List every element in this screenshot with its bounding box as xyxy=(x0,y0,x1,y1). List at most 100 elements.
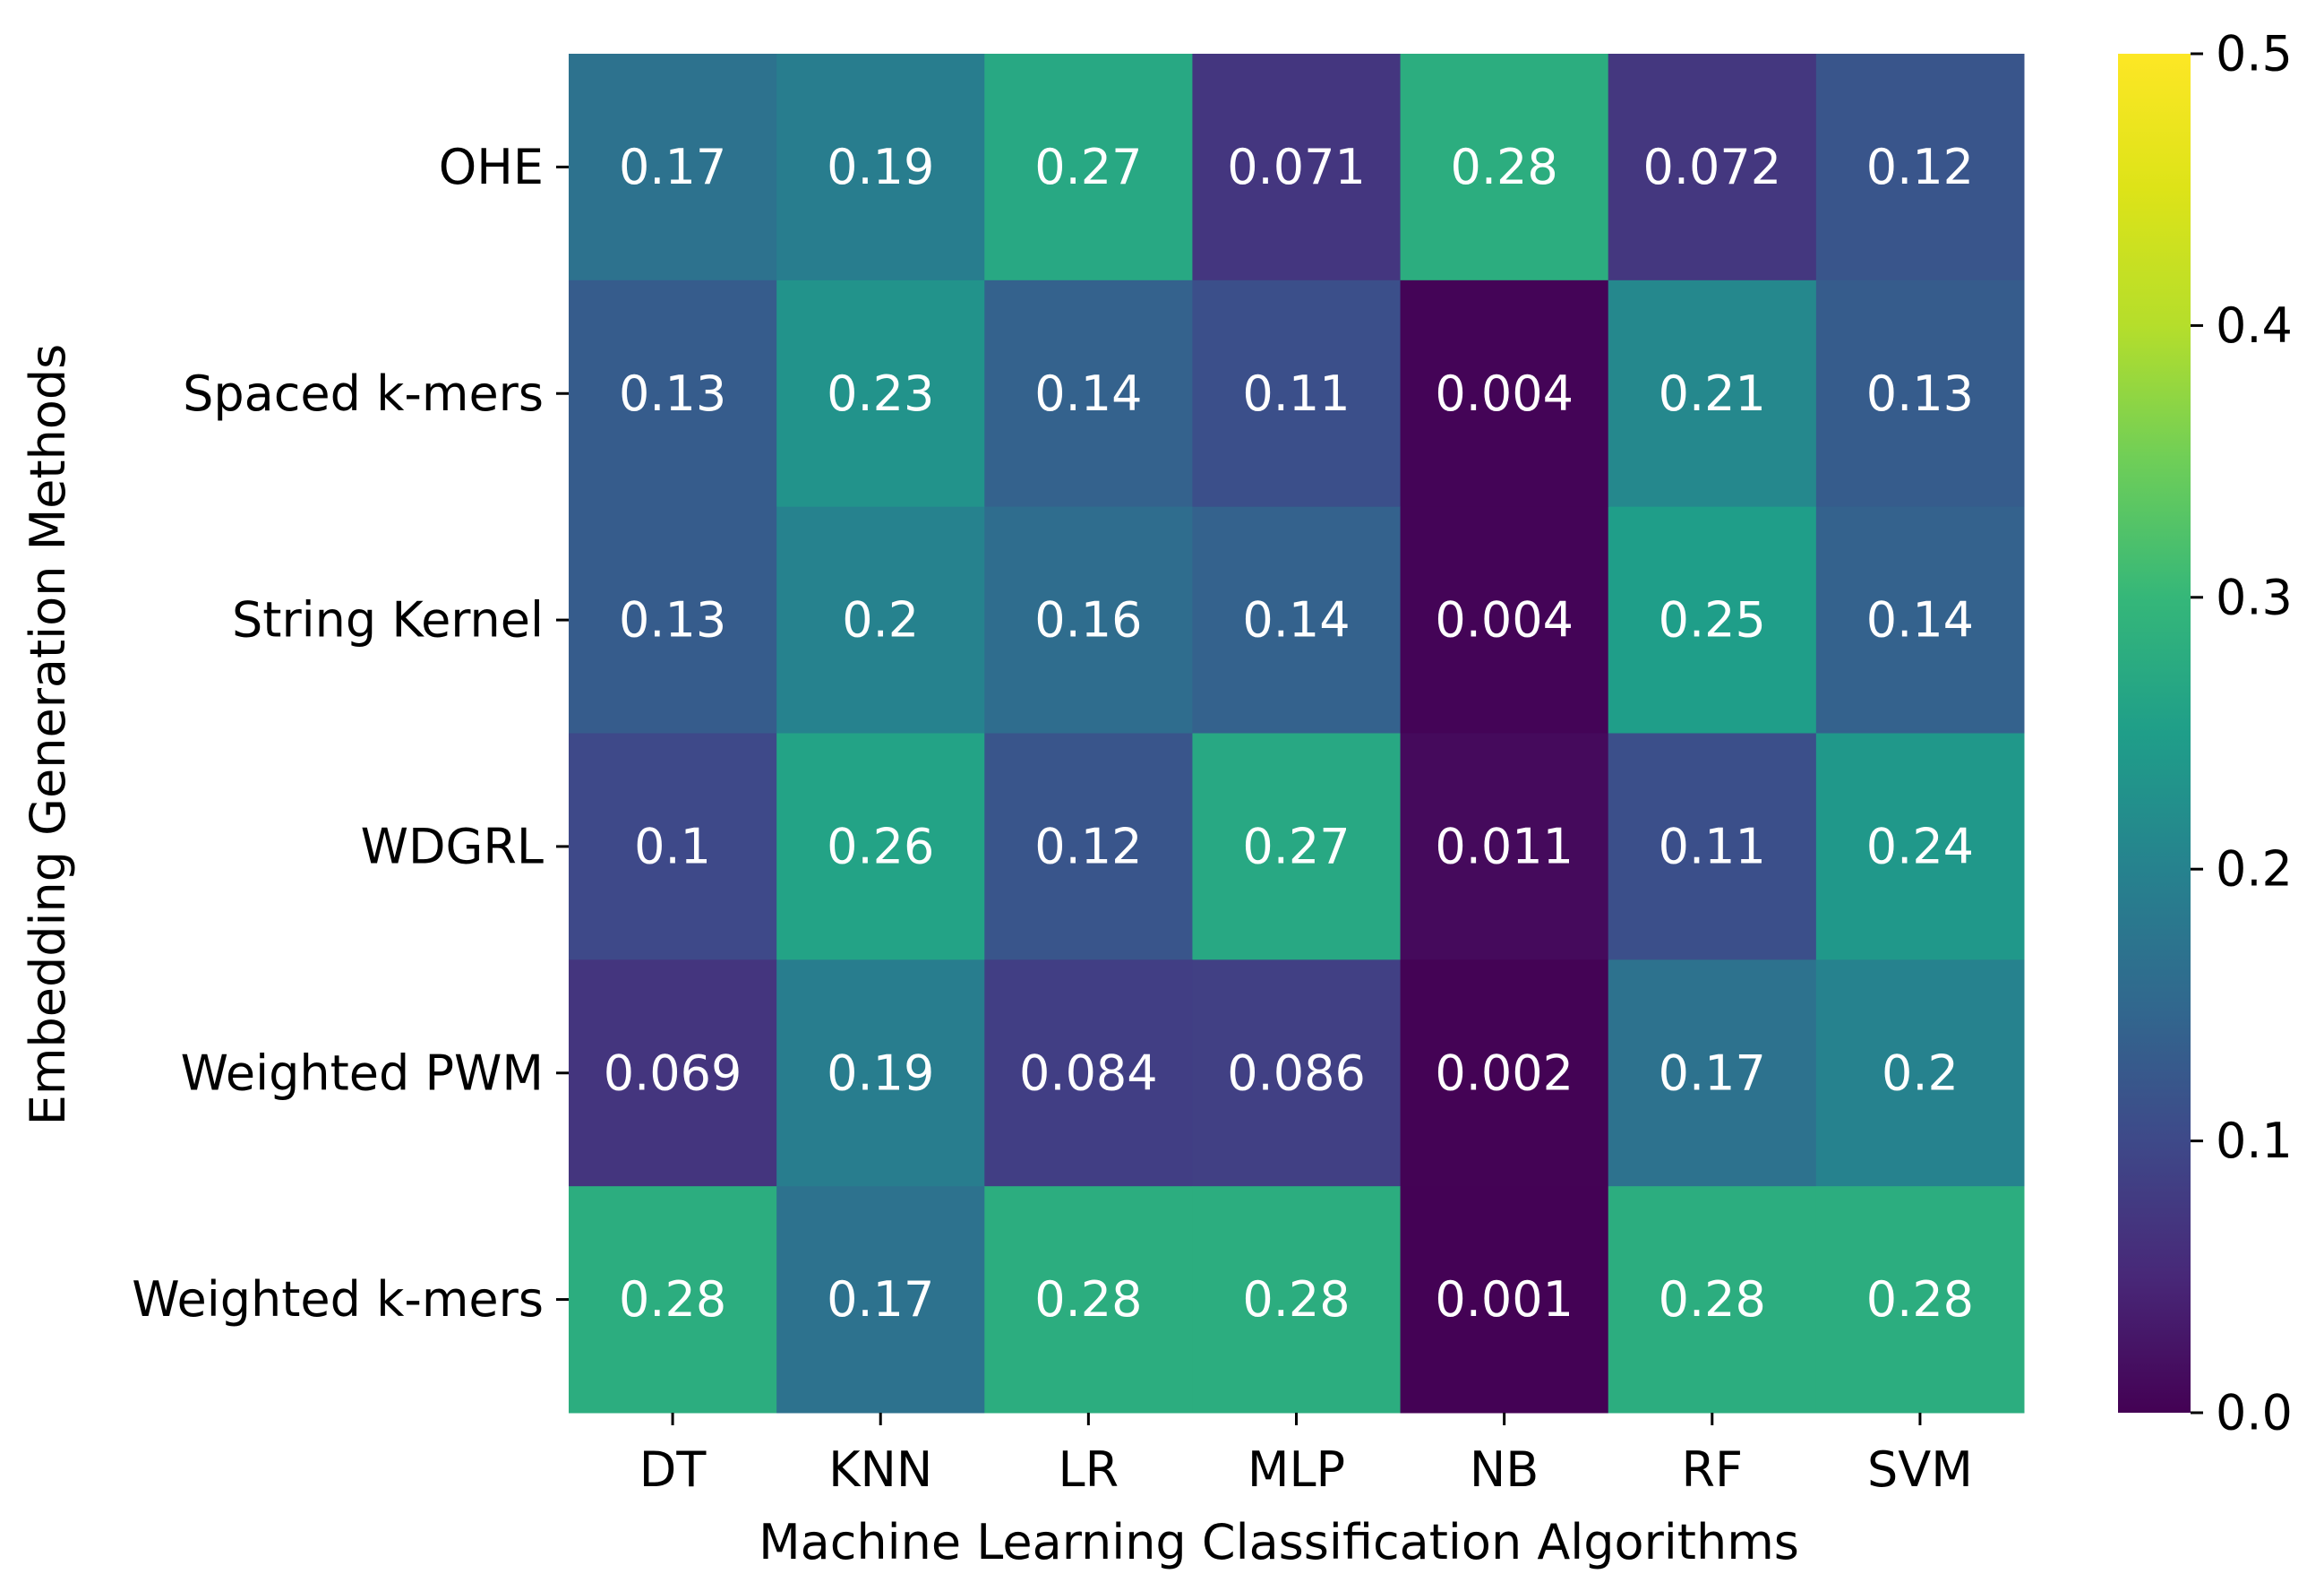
x-tick-label: DT xyxy=(639,1441,707,1498)
colorbar-tick-label: 0.5 xyxy=(2216,26,2293,82)
x-tick-label: MLP xyxy=(1248,1441,1345,1498)
cell-value-label: 0.011 xyxy=(1435,818,1574,874)
heatmap-cell xyxy=(1608,1186,1817,1414)
cell-value-label: 0.072 xyxy=(1642,139,1781,195)
cell-value-label: 0.086 xyxy=(1227,1045,1366,1101)
heatmap-cell xyxy=(1192,280,1402,508)
heatmap-cell xyxy=(1608,506,1817,734)
cell-value-label: 0.13 xyxy=(619,366,726,422)
cell-value-label: 0.11 xyxy=(1659,818,1766,874)
colorbar-tick-label: 0.3 xyxy=(2216,569,2293,625)
heatmap-cell xyxy=(1815,506,2025,734)
cell-value-label: 0.13 xyxy=(619,592,726,649)
cell-value-label: 0.26 xyxy=(827,818,934,874)
cell-value-label: 0.28 xyxy=(1451,139,1558,195)
y-tick-label: OHE xyxy=(439,139,544,195)
heatmap-cell xyxy=(984,506,1193,734)
heatmap-cell xyxy=(569,506,777,734)
cell-value-label: 0.071 xyxy=(1227,139,1366,195)
colorbar-tick-label: 0.2 xyxy=(2216,841,2293,898)
heatmap-cell xyxy=(569,1186,777,1414)
cell-value-label: 0.21 xyxy=(1659,366,1766,422)
cell-value-label: 0.28 xyxy=(1034,1271,1142,1328)
cell-value-label: 0.004 xyxy=(1435,366,1574,422)
x-axis-ticks: DT KNN LR MLP NB RF SVM xyxy=(639,1413,1973,1498)
cell-value-label: 0.19 xyxy=(827,1045,934,1101)
heatmap-cell xyxy=(1608,959,1817,1187)
heatmap-cell xyxy=(1400,280,1609,508)
cell-value-label: 0.28 xyxy=(1866,1271,1974,1328)
colorbar-ticks: 0.0 0.1 0.2 0.3 0.4 0.5 xyxy=(2191,26,2293,1441)
cell-value-label: 0.25 xyxy=(1659,592,1766,649)
heatmap-cell xyxy=(776,506,985,734)
cell-value-label: 0.1 xyxy=(634,818,711,874)
y-tick-label: Spaced k-mers xyxy=(183,366,544,422)
heatmap-cell xyxy=(776,733,985,960)
heatmap-cell xyxy=(569,54,777,281)
x-tick-label: RF xyxy=(1681,1441,1743,1498)
heatmap-cell xyxy=(984,54,1193,281)
heatmap-cell xyxy=(1815,280,2025,508)
cell-value-label: 0.12 xyxy=(1034,818,1142,874)
cell-value-label: 0.084 xyxy=(1019,1045,1158,1101)
heatmap-cell xyxy=(776,1186,985,1414)
cell-value-label: 0.28 xyxy=(619,1271,726,1328)
y-tick-label: String Kernel xyxy=(232,592,544,649)
heatmap-cell xyxy=(1815,1186,2025,1414)
heatmap-cell xyxy=(1400,506,1609,734)
cell-value-label: 0.2 xyxy=(842,592,919,649)
y-tick-label: WDGRL xyxy=(361,818,544,874)
heatmap-cell xyxy=(1400,54,1609,281)
x-axis-label: Machine Learning Classification Algorith… xyxy=(759,1514,1799,1570)
heatmap-cell xyxy=(1192,1186,1402,1414)
cell-value-label: 0.13 xyxy=(1866,366,1974,422)
cell-value-label: 0.2 xyxy=(1882,1045,1959,1101)
heatmap-cell xyxy=(1400,1186,1609,1414)
cell-value-label: 0.17 xyxy=(619,139,726,195)
cell-value-label: 0.14 xyxy=(1242,592,1350,649)
heatmap-cell xyxy=(1815,733,2025,960)
heatmap-cells xyxy=(569,54,2025,1414)
y-tick-label: Weighted k-mers xyxy=(132,1271,544,1328)
heatmap-cell xyxy=(984,733,1193,960)
cell-value-label: 0.11 xyxy=(1242,366,1350,422)
y-axis-label: Embedding Generation Methods xyxy=(20,344,76,1126)
cell-value-label: 0.069 xyxy=(604,1045,742,1101)
heatmap-cell xyxy=(1608,280,1817,508)
cell-value-label: 0.28 xyxy=(1659,1271,1766,1328)
cell-value-label: 0.14 xyxy=(1866,592,1974,649)
cell-value-label: 0.17 xyxy=(827,1271,934,1328)
cell-value-label: 0.16 xyxy=(1034,592,1142,649)
colorbar-tick-label: 0.4 xyxy=(2216,297,2293,354)
heatmap-cell xyxy=(776,280,985,508)
x-tick-label: SVM xyxy=(1867,1441,1973,1498)
y-axis-ticks: OHE Spaced k-mers String Kernel WDGRL Weight… xyxy=(132,139,569,1328)
x-tick-label: LR xyxy=(1059,1441,1119,1498)
heatmap-cell xyxy=(1400,733,1609,960)
heatmap-cell xyxy=(776,54,985,281)
heatmap-cell xyxy=(1192,54,1402,281)
x-tick-label: NB xyxy=(1470,1441,1539,1498)
heatmap-cell xyxy=(984,1186,1193,1414)
heatmap-cell xyxy=(1400,959,1609,1187)
colorbar-tick-label: 0.1 xyxy=(2216,1113,2293,1169)
colorbar-tick-label: 0.0 xyxy=(2216,1385,2293,1441)
heatmap-cell xyxy=(984,280,1193,508)
heatmap-cell xyxy=(1192,959,1402,1187)
cell-value-label: 0.14 xyxy=(1034,366,1142,422)
y-tick-label: Weighted PWM xyxy=(181,1045,544,1101)
x-tick-label: KNN xyxy=(828,1441,932,1498)
heatmap-cell xyxy=(569,280,777,508)
heatmap-cell xyxy=(1815,54,2025,281)
cell-value-label: 0.004 xyxy=(1435,592,1574,649)
heatmap-cell xyxy=(1192,506,1402,734)
cell-value-label: 0.12 xyxy=(1866,139,1974,195)
cell-value-label: 0.23 xyxy=(827,366,934,422)
heatmap-cell xyxy=(569,959,777,1187)
cell-value-label: 0.27 xyxy=(1034,139,1142,195)
cell-value-label: 0.27 xyxy=(1242,818,1350,874)
colorbar xyxy=(2118,54,2191,1413)
cell-value-label: 0.19 xyxy=(827,139,934,195)
heatmap-cell-labels: 0.17 0.19 0.27 0.071 0.28 0.072 0.12 0.13 0.23 0.… xyxy=(604,139,1974,1328)
